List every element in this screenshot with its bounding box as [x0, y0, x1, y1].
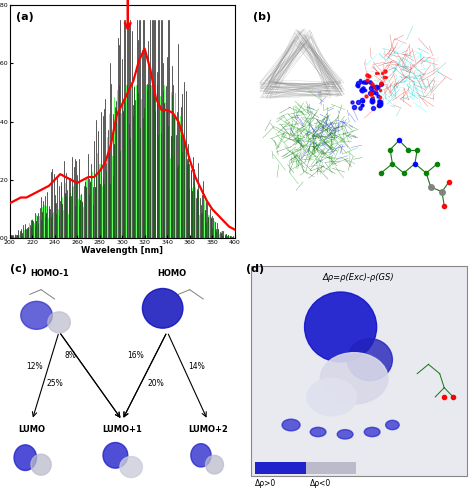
- Text: 14%: 14%: [188, 362, 205, 371]
- Ellipse shape: [103, 442, 128, 468]
- Ellipse shape: [310, 428, 326, 436]
- Text: 12%: 12%: [26, 362, 43, 371]
- Ellipse shape: [282, 419, 300, 431]
- Text: LUMO+1: LUMO+1: [102, 425, 142, 434]
- Ellipse shape: [48, 312, 70, 333]
- Text: (a): (a): [16, 12, 34, 22]
- Ellipse shape: [142, 288, 183, 328]
- Ellipse shape: [337, 430, 353, 439]
- Ellipse shape: [305, 292, 377, 362]
- Text: HOMO: HOMO: [157, 268, 186, 278]
- Ellipse shape: [386, 420, 399, 430]
- Text: Δρ=ρ(Exc)-ρ(GS): Δρ=ρ(Exc)-ρ(GS): [323, 274, 395, 282]
- Ellipse shape: [191, 444, 211, 467]
- Ellipse shape: [206, 456, 224, 474]
- Text: (d): (d): [246, 264, 264, 274]
- Ellipse shape: [307, 378, 357, 416]
- Text: LUMO+2: LUMO+2: [188, 425, 228, 434]
- Text: LUMO: LUMO: [19, 425, 46, 434]
- Ellipse shape: [120, 456, 142, 477]
- Text: 20%: 20%: [148, 378, 164, 388]
- Ellipse shape: [14, 445, 37, 470]
- Text: Δρ<0: Δρ<0: [310, 478, 331, 488]
- Ellipse shape: [364, 428, 380, 436]
- Text: 8%: 8%: [64, 350, 76, 360]
- Text: 25%: 25%: [46, 378, 63, 388]
- X-axis label: Wavelength [nm]: Wavelength [nm]: [81, 246, 163, 255]
- Ellipse shape: [347, 338, 392, 380]
- Text: (c): (c): [10, 264, 26, 274]
- Text: HOMO-1: HOMO-1: [30, 268, 69, 278]
- Text: (b): (b): [253, 12, 271, 22]
- Ellipse shape: [31, 454, 51, 475]
- Bar: [306, 462, 357, 474]
- Ellipse shape: [21, 302, 52, 330]
- Text: Δρ>0: Δρ>0: [255, 478, 276, 488]
- Bar: [255, 462, 306, 474]
- Text: 16%: 16%: [127, 350, 144, 360]
- Ellipse shape: [320, 352, 388, 404]
